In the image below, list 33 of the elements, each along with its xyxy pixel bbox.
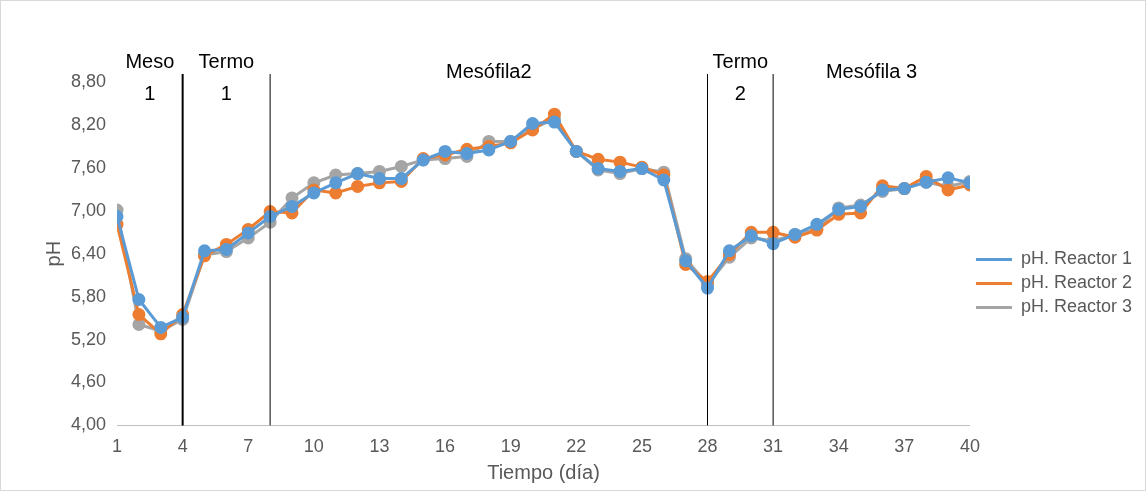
x-axis-title: Tiempo (día) [487, 460, 600, 483]
y-tick-label: 4,00 [70, 414, 107, 435]
x-tick-label: 22 [566, 436, 587, 457]
y-tick-label: 5,80 [70, 285, 107, 306]
y-tick-label: 5,20 [70, 328, 107, 349]
x-tick-label: 31 [763, 436, 784, 457]
y-tick-label: 4,60 [70, 371, 107, 392]
x-tick-label: 37 [894, 436, 915, 457]
x-tick-label: 28 [697, 436, 718, 457]
x-tick-label: 7 [243, 436, 254, 457]
y-tick-label: 8,80 [70, 70, 107, 91]
y-tick-label: 8,20 [70, 113, 107, 134]
x-tick-label: 10 [303, 436, 324, 457]
x-tick-label: 1 [112, 436, 123, 457]
legend-label: pH. Reactor 3 [1020, 296, 1133, 317]
y-tick-label: 6,40 [70, 242, 107, 263]
x-tick-label: 4 [177, 436, 188, 457]
x-tick-label: 40 [959, 436, 980, 457]
y-tick-label: 7,00 [70, 199, 107, 220]
annotation: Termo 1 [198, 50, 255, 104]
x-tick-label: 19 [500, 436, 521, 457]
legend-label: pH. Reactor 2 [1020, 272, 1133, 293]
annotation: Meso 1 [125, 50, 175, 104]
x-tick-label: 34 [828, 436, 849, 457]
x-tick-label: 16 [435, 436, 456, 457]
y-tick-label: 7,60 [70, 156, 107, 177]
annotation: Mesófila 3 [825, 60, 918, 82]
annotation: Mesófila2 [446, 60, 532, 82]
x-tick-label: 25 [631, 436, 652, 457]
x-tick-label: 13 [369, 436, 390, 457]
legend-label: pH. Reactor 1 [1020, 248, 1133, 269]
y-axis-title: pH [41, 240, 64, 267]
annotation: Termo 2 [712, 50, 769, 104]
